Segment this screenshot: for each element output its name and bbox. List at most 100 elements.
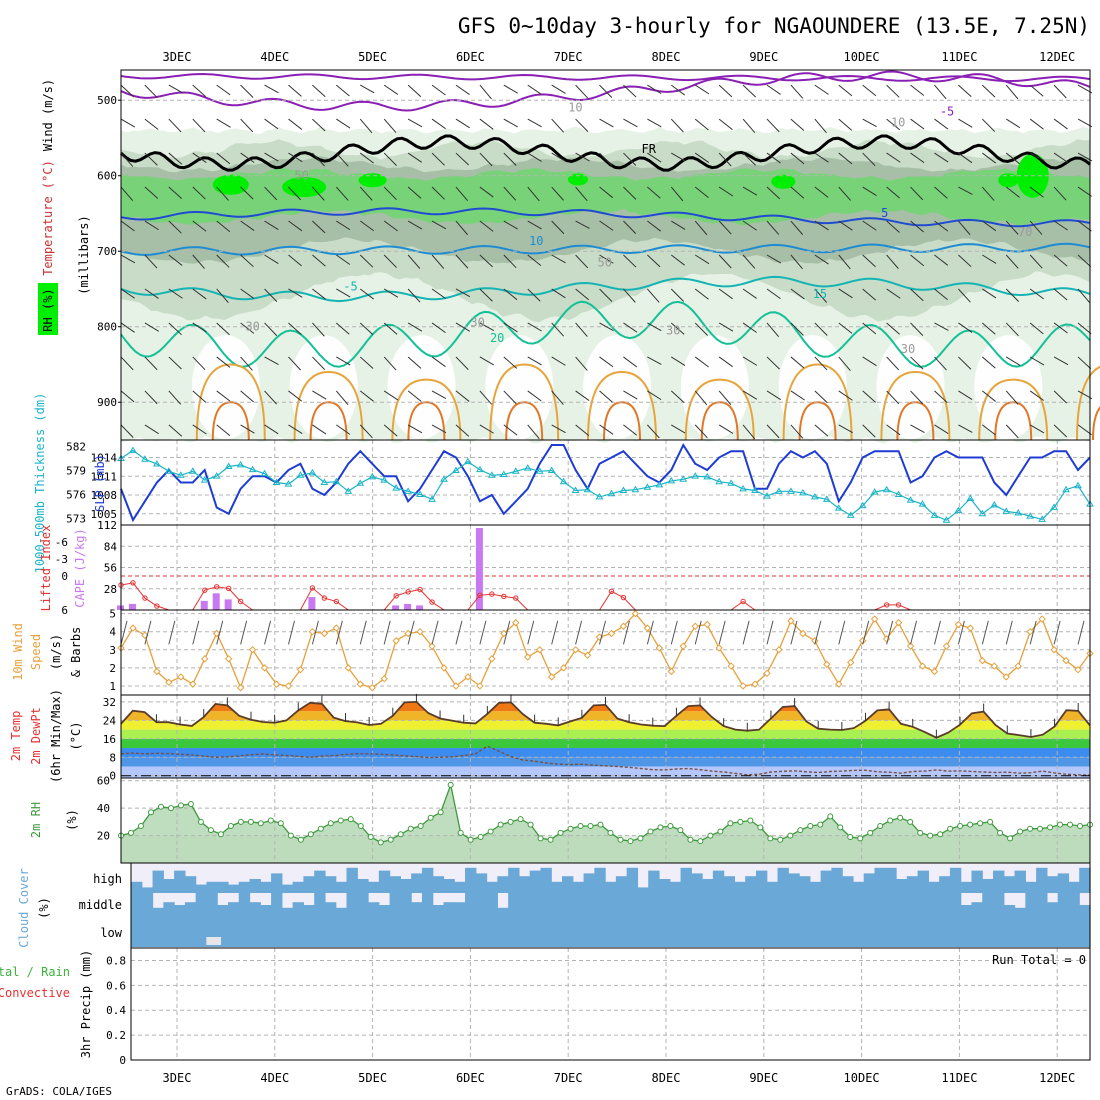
wind-barb <box>934 288 948 301</box>
cloud-cell-middle <box>271 891 283 919</box>
wind-barb <box>694 254 710 265</box>
rh-dry-bubble <box>974 335 1043 440</box>
wind-barb <box>599 186 614 199</box>
wind-barb <box>1005 220 1019 235</box>
temp-contour-5 <box>120 207 1091 228</box>
cloud-cell-low <box>637 919 649 947</box>
wind-barb <box>647 118 662 128</box>
thickness-point <box>260 469 269 477</box>
wind-barb <box>120 254 136 264</box>
wind-barb <box>838 186 852 201</box>
cloud-cell-middle <box>486 891 498 919</box>
wind-barb <box>288 390 303 402</box>
cloud-cell-low <box>131 919 143 947</box>
wind-barb <box>383 322 398 335</box>
wind-barb <box>958 186 973 195</box>
wind-barb <box>383 254 397 268</box>
wind-speed-point <box>344 664 353 672</box>
rh2m-point <box>127 829 134 836</box>
cloud-cell-low <box>152 919 164 947</box>
wind-barb <box>479 254 493 268</box>
li-point <box>225 585 232 592</box>
wind-barb <box>575 356 588 371</box>
wind-barb <box>886 220 900 233</box>
wind-barb <box>216 288 229 304</box>
cape-axis-label: CAPE (J/kg) <box>73 528 87 607</box>
cloud-cell-middle <box>852 891 865 919</box>
cloud-cell-low <box>368 919 380 947</box>
wind-speed-point <box>224 655 233 663</box>
date-label-top: 4DEC <box>260 50 289 64</box>
dewpoint-line <box>120 745 1091 776</box>
wind-barb <box>838 220 853 231</box>
cloud-axis-label-2: (%) <box>37 897 51 919</box>
cloud-cell-high <box>486 881 498 893</box>
wind-barb <box>168 322 182 336</box>
wind-barb <box>383 356 397 371</box>
cloud-cell-low <box>745 919 757 947</box>
wind-speed-point <box>452 682 460 690</box>
cloud-cell-low <box>217 919 229 947</box>
wind-barb <box>455 152 469 166</box>
wind-speed-point <box>177 673 185 681</box>
wind-speed-point <box>930 667 939 676</box>
wind-barb <box>982 152 997 164</box>
rh2m-point <box>587 822 594 829</box>
wind-speed-point <box>918 662 927 670</box>
rh2m-point <box>977 820 984 827</box>
cloud-cell-high <box>906 876 919 893</box>
wind-barb <box>455 84 470 95</box>
cloud-cell-middle <box>174 905 186 919</box>
wind-axis-label-4: & Barbs <box>69 627 83 678</box>
cloud-row-label: high <box>93 872 122 886</box>
wind-barb <box>240 288 255 300</box>
wind-barb <box>527 390 542 402</box>
wind-speed-point <box>236 684 245 692</box>
cloud-cell-high <box>281 884 294 893</box>
wind-barb-10m <box>383 620 391 645</box>
cloud-cell-high <box>475 873 488 893</box>
pressure-tick-label: 800 <box>97 321 117 334</box>
wind-axis-label-2: Speed <box>29 634 43 670</box>
wind-barb <box>910 356 924 370</box>
pressure-axis-label: (millibars) <box>77 215 91 294</box>
wind-barb <box>455 390 470 402</box>
wind-speed-point <box>380 675 388 683</box>
temp-contour-25 <box>293 371 364 441</box>
thickness-point <box>523 464 532 471</box>
wind-barb <box>742 220 757 231</box>
cloud-cell-high <box>583 873 595 893</box>
wind-barb <box>144 186 159 199</box>
wind-barb <box>862 220 877 231</box>
wind-barb <box>599 356 614 368</box>
rh2m-point <box>317 825 324 832</box>
thickness-point <box>1014 509 1023 516</box>
temp-contour-30 <box>309 401 348 441</box>
wind-barb <box>694 84 710 95</box>
rh2m-point <box>467 836 474 843</box>
wind-barb <box>766 118 780 133</box>
rh2m-point <box>707 832 714 839</box>
wind-barb <box>647 356 662 365</box>
wind-barb <box>383 118 397 133</box>
rh2m-point <box>667 822 674 829</box>
cloud-cell-middle <box>400 891 412 919</box>
cloud-cell-middle <box>411 902 423 919</box>
wind-barb <box>790 322 804 336</box>
cloud-cell-high <box>885 867 897 893</box>
cloud-cell-middle <box>314 891 326 919</box>
wind-barb <box>958 118 973 128</box>
wind-barb <box>790 356 805 369</box>
cloud-cell-low <box>680 919 692 947</box>
wind-speed-point <box>667 667 676 676</box>
cloud-cell-low <box>281 919 294 947</box>
temp-tick-label: 8 <box>109 751 116 764</box>
cloud-cell-middle <box>163 902 175 919</box>
cloud-cell-high <box>658 879 671 893</box>
wind-barb <box>718 424 734 434</box>
wind-barb <box>1029 254 1043 269</box>
wind-barb <box>1053 84 1067 99</box>
cloud-cell-low <box>626 919 639 947</box>
wind-barb <box>814 186 829 198</box>
